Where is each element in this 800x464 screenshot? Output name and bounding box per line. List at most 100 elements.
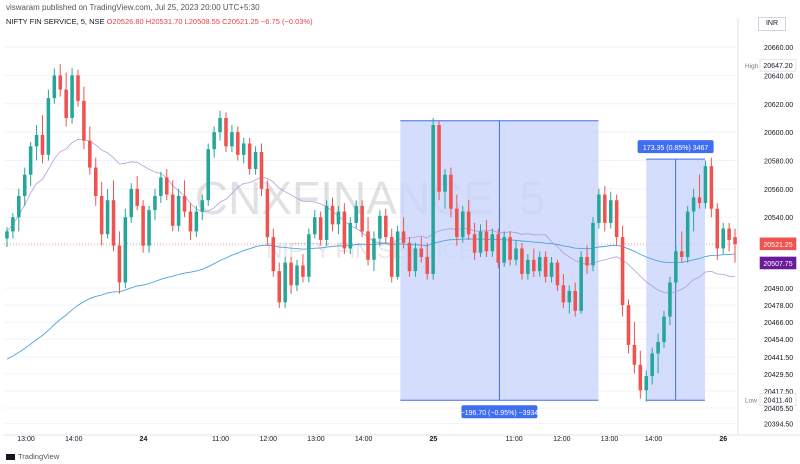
price-tick-label: 20466.00 [764, 320, 793, 327]
time-tick-label: 14:00 [645, 436, 663, 443]
ohlc-values: O20526.80 H20531.70 L20508.55 C20521.25 … [106, 17, 313, 26]
candle-body [437, 125, 441, 192]
candle [301, 254, 305, 283]
time-tick-label: 14:00 [65, 436, 83, 443]
candle [455, 194, 459, 246]
candle [58, 64, 63, 97]
candle-body [431, 125, 435, 274]
candle-body [241, 143, 246, 155]
candle-body [76, 75, 80, 101]
candle [537, 251, 542, 277]
candle-body [644, 376, 649, 391]
price-tick-label: 20478.00 [764, 303, 793, 310]
candle [200, 194, 205, 221]
price-tick-label: 20417.50 [764, 389, 793, 396]
candle [182, 180, 187, 218]
candle-body [472, 234, 477, 253]
candle [449, 167, 453, 218]
candle-body [449, 174, 453, 209]
candle [64, 72, 68, 127]
candle [265, 180, 270, 246]
candle [674, 245, 678, 289]
candle-body [141, 205, 145, 246]
candle-body [283, 262, 287, 303]
candle-body [502, 237, 506, 263]
candle-body [354, 205, 358, 223]
candle-body [567, 290, 572, 303]
candle-body [697, 197, 702, 204]
candle [715, 203, 720, 260]
candle-body [443, 174, 447, 192]
candle-body [543, 256, 548, 277]
candle-body [514, 248, 518, 260]
candle-body [662, 316, 666, 343]
candle-body [679, 251, 684, 257]
price-marker-box [759, 237, 797, 251]
symbol-legend: NIFTY FIN SERVICE, 5, NSE O20526.80 H205… [6, 17, 313, 26]
candle [176, 188, 181, 232]
chart-grid [4, 18, 800, 436]
candle-body [64, 89, 68, 118]
candle-body [656, 342, 660, 354]
price-marker-label: Low [745, 398, 757, 405]
price-tick-label: 20620.00 [764, 102, 793, 109]
price-tick-label: 20429.50 [764, 372, 793, 379]
candle [372, 231, 376, 272]
currency-button[interactable]: INR [758, 17, 786, 31]
candle [549, 256, 554, 283]
price-axis: 20660.00 20640.00 20620.00 20600.00 20580.00… [764, 45, 793, 429]
candle-body [721, 228, 725, 249]
candle [620, 225, 625, 317]
candle [218, 110, 222, 141]
candle [573, 282, 577, 317]
candle [129, 183, 134, 223]
candle-body [413, 248, 418, 272]
candle-body [520, 248, 524, 274]
candle-body [401, 231, 406, 243]
candle [348, 217, 353, 255]
candle [425, 242, 430, 280]
candle-body [490, 234, 495, 252]
symbol-name[interactable]: NIFTY FIN SERVICE, 5, NSE [6, 17, 105, 26]
candle [289, 256, 293, 294]
candle [141, 200, 145, 253]
time-tick-label: 12:00 [259, 436, 277, 443]
candle-body [93, 167, 98, 196]
candle [283, 256, 287, 309]
ema-line [6, 238, 736, 360]
candle-body [17, 195, 21, 218]
candle-body [395, 231, 400, 277]
candle [478, 224, 483, 257]
candle [241, 137, 246, 164]
candle [99, 181, 104, 246]
candle-body [82, 100, 86, 141]
candle [366, 217, 370, 266]
candle [11, 212, 15, 239]
candle [224, 112, 228, 152]
candle [638, 350, 643, 399]
candle-body [389, 237, 394, 277]
candle-body [632, 344, 637, 365]
candle-body [532, 259, 536, 272]
candle-body [165, 177, 169, 195]
candle-body [733, 237, 737, 245]
candle-body [348, 222, 353, 249]
candle [644, 370, 649, 402]
price-tick-label: 20394.50 [764, 422, 793, 429]
price-marker-box [759, 393, 797, 406]
price-markers: High 20647.20 Low 20411.40 20521.25 20507.75 [745, 58, 797, 406]
range-label-box [461, 405, 538, 419]
price-marker-box [759, 256, 797, 270]
candle [360, 200, 364, 238]
candle-body [674, 251, 678, 283]
candle-body [117, 245, 122, 283]
candle-body [46, 98, 51, 155]
candle [46, 89, 51, 161]
candle-body [295, 265, 299, 286]
candle-body [715, 208, 720, 249]
time-tick-label: 11:00 [506, 436, 523, 443]
candle [165, 169, 169, 201]
candle-body [307, 234, 311, 277]
